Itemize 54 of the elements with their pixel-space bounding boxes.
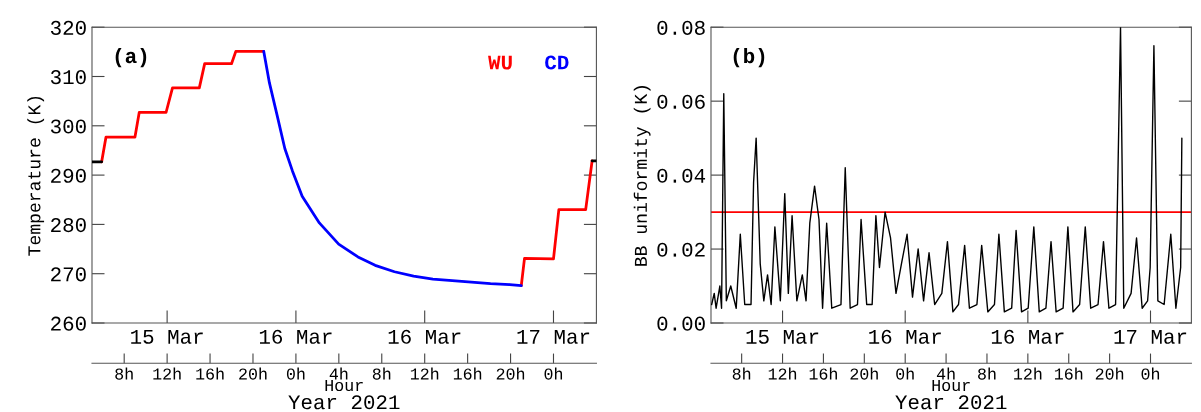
x2-tick-label: 8h <box>372 367 391 380</box>
x-axis-title: Year 2021 <box>288 395 400 410</box>
y-axis-title: Temperature (K) <box>27 96 45 256</box>
text: WU <box>488 55 512 70</box>
y-tick-label: 290 <box>51 168 86 183</box>
x-tick-label: 17 Mar <box>1114 329 1187 344</box>
x-tick-label: 15 Mar <box>131 329 203 344</box>
text: CD <box>545 55 569 70</box>
x2-tick-label: 20h <box>496 367 525 380</box>
y-tick-label: 320 <box>50 20 86 35</box>
y-tick-label: 270 <box>51 267 86 282</box>
y-tick-label: 0.02 <box>657 242 705 257</box>
x2-tick-label: 20h <box>239 367 267 380</box>
y-tick-label: 0.08 <box>657 20 705 35</box>
x2-tick-label: 8h <box>732 367 751 380</box>
x-tick-label: 16 Mar <box>869 329 941 344</box>
x2-tick-label: 12h <box>1014 367 1042 380</box>
x2-tick-label: 20h <box>1095 367 1124 380</box>
x2-tick-label: 16h <box>809 367 837 380</box>
x2-axis-title: Hour <box>325 379 363 392</box>
x-tick-label: 17 Mar <box>517 329 590 344</box>
x2-tick-label: 20h <box>850 367 878 380</box>
y-tick-label: 0.00 <box>657 316 705 331</box>
x-tick-label: 15 Mar <box>746 329 819 344</box>
x-tick-label: 16 Mar <box>259 329 332 344</box>
x2-tick-label: 16h <box>453 367 482 380</box>
y-tick-label: 260 <box>51 316 86 331</box>
x2-tick-label: 12h <box>768 367 797 380</box>
y-tick-label: 280 <box>51 218 86 233</box>
x2-tick-label: 4h <box>329 367 348 380</box>
x2-tick-label: 4h <box>936 367 955 380</box>
x2-tick-label: 8h <box>978 367 996 380</box>
x2-tick-label: 0h <box>896 367 914 380</box>
x2-tick-label: 8h <box>115 367 133 380</box>
x2-tick-label: 16h <box>1054 367 1083 380</box>
y-axis-title: BB uniformity (K) <box>633 86 651 266</box>
x-tick-label: 16 Mar <box>388 329 461 344</box>
x2-tick-label: 0h <box>544 367 563 380</box>
x2-tick-label: 0h <box>286 367 305 380</box>
y-tick-label: 300 <box>50 119 86 134</box>
x2-tick-label: 0h <box>1141 367 1160 380</box>
line-series <box>710 27 1183 313</box>
x2-tick-label: 16h <box>196 367 224 380</box>
y-tick-label: 0.04 <box>657 168 706 183</box>
x2-tick-label: 12h <box>410 367 439 380</box>
x2-axis-title: Hour <box>932 379 970 392</box>
line-series <box>262 49 523 287</box>
annotation: (a) <box>115 47 147 68</box>
y-tick-label: 0.06 <box>657 94 705 109</box>
x-tick-label: 16 Mar <box>991 329 1064 344</box>
y-tick-label: 310 <box>50 70 86 85</box>
annotation: (b) <box>733 47 765 68</box>
x-axis-title: Year 2021 <box>895 395 1007 410</box>
x2-tick-label: 12h <box>153 367 181 380</box>
